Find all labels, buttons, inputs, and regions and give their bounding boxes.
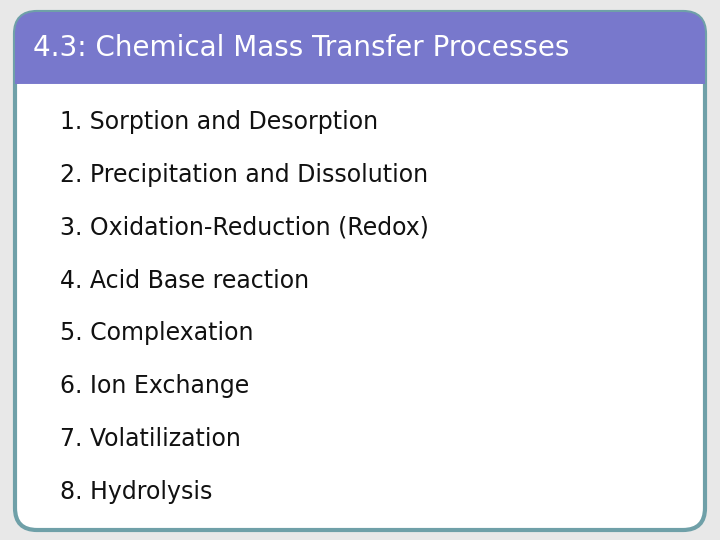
Text: 4. Acid Base reaction: 4. Acid Base reaction [60, 268, 309, 293]
Text: 3. Oxidation-Reduction (Redox): 3. Oxidation-Reduction (Redox) [60, 216, 429, 240]
Text: 7. Volatilization: 7. Volatilization [60, 427, 241, 451]
Text: 4.3: Chemical Mass Transfer Processes: 4.3: Chemical Mass Transfer Processes [33, 34, 570, 62]
Text: 5. Complexation: 5. Complexation [60, 321, 253, 346]
FancyBboxPatch shape [15, 12, 705, 530]
Bar [15, 48, 705, 84]
Text: 2. Precipitation and Dissolution: 2. Precipitation and Dissolution [60, 163, 428, 187]
Text: 6. Ion Exchange: 6. Ion Exchange [60, 374, 249, 398]
Text: 1. Sorption and Desorption: 1. Sorption and Desorption [60, 110, 378, 134]
FancyBboxPatch shape [15, 12, 705, 84]
Text: 8. Hydrolysis: 8. Hydrolysis [60, 480, 212, 504]
